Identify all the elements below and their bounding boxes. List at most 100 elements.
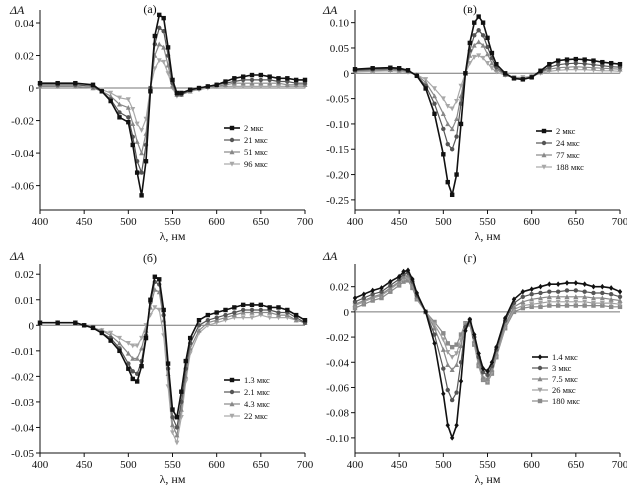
data-point bbox=[134, 379, 140, 384]
data-point bbox=[125, 350, 131, 356]
data-point bbox=[240, 302, 246, 308]
legend-entry: 2.1 мкс bbox=[244, 387, 270, 397]
x-tick-label: 400 bbox=[32, 459, 49, 471]
y-tick-label: 0.02 bbox=[15, 269, 34, 281]
data-point bbox=[170, 407, 175, 412]
y-tick-label: -0.10 bbox=[326, 119, 349, 131]
x-tick-label: 500 bbox=[435, 216, 452, 228]
data-point bbox=[37, 80, 43, 86]
data-point bbox=[370, 66, 375, 71]
y-tick-label: -0.04 bbox=[11, 422, 34, 434]
data-point bbox=[476, 14, 481, 19]
data-point bbox=[174, 415, 180, 420]
data-point bbox=[139, 345, 145, 351]
legend-marker bbox=[537, 354, 543, 360]
data-point bbox=[538, 304, 543, 310]
data-point bbox=[293, 77, 299, 83]
data-point bbox=[608, 304, 614, 310]
data-point bbox=[165, 361, 171, 366]
data-point bbox=[485, 44, 490, 50]
data-point bbox=[156, 307, 162, 313]
data-point bbox=[458, 121, 464, 127]
legend-marker bbox=[541, 128, 547, 134]
x-tick-label: 700 bbox=[612, 459, 627, 471]
y-tick-label: -0.04 bbox=[11, 148, 34, 160]
data-point bbox=[480, 55, 486, 61]
data-point bbox=[152, 33, 158, 39]
data-point bbox=[591, 290, 596, 296]
data-point bbox=[432, 101, 437, 106]
legend-marker bbox=[229, 137, 235, 143]
data-point bbox=[538, 290, 543, 296]
data-point bbox=[81, 323, 87, 328]
data-point bbox=[401, 268, 406, 275]
data-point bbox=[125, 104, 131, 110]
legend-entry: 22 мкс bbox=[244, 411, 268, 421]
data-point bbox=[240, 315, 246, 321]
data-point bbox=[148, 297, 153, 302]
legend-marker bbox=[229, 401, 235, 407]
data-point bbox=[489, 66, 495, 71]
y-tick-label: -0.02 bbox=[11, 371, 34, 383]
data-point bbox=[179, 389, 184, 394]
legend-entry: 4.3 мкс bbox=[244, 399, 270, 409]
data-point bbox=[117, 340, 122, 346]
data-point bbox=[547, 289, 552, 294]
data-point bbox=[445, 341, 450, 346]
data-point bbox=[555, 58, 561, 63]
data-point bbox=[445, 121, 451, 127]
y-tick-label: -0.15 bbox=[326, 144, 349, 156]
data-point bbox=[117, 101, 122, 107]
data-point bbox=[485, 372, 490, 378]
data-point bbox=[388, 278, 393, 285]
data-point bbox=[547, 61, 552, 67]
data-point bbox=[608, 64, 614, 69]
series-line bbox=[40, 43, 305, 154]
data-point bbox=[126, 361, 131, 366]
series-3 bbox=[352, 39, 623, 132]
legend-marker bbox=[229, 125, 235, 131]
data-point bbox=[161, 44, 167, 50]
data-point bbox=[258, 302, 264, 308]
x-axis-label: λ, нм bbox=[160, 229, 186, 243]
series-2 bbox=[352, 28, 623, 152]
data-point bbox=[502, 71, 508, 76]
series-4 bbox=[352, 53, 623, 112]
data-point bbox=[591, 295, 596, 301]
data-point bbox=[267, 315, 273, 321]
data-point bbox=[117, 348, 122, 354]
data-point bbox=[187, 335, 193, 341]
legend-entry: 24 мкс bbox=[556, 138, 580, 148]
data-point bbox=[276, 305, 281, 310]
data-point bbox=[608, 296, 614, 302]
data-point bbox=[134, 121, 140, 127]
data-point bbox=[440, 347, 446, 352]
data-point bbox=[573, 294, 579, 299]
legend-entry: 2 мкс bbox=[556, 126, 576, 136]
data-point bbox=[139, 150, 145, 156]
data-point bbox=[130, 376, 135, 382]
data-point bbox=[134, 139, 140, 144]
data-point bbox=[555, 281, 561, 287]
data-point bbox=[582, 281, 587, 287]
data-point bbox=[117, 335, 122, 341]
data-point bbox=[249, 309, 255, 315]
data-point bbox=[529, 296, 535, 302]
data-point bbox=[232, 310, 237, 315]
y-axis-label: ΔA bbox=[9, 3, 25, 17]
y-axis-label: ΔA bbox=[322, 3, 338, 17]
data-point bbox=[240, 80, 246, 86]
data-point bbox=[591, 65, 596, 70]
data-point bbox=[276, 310, 281, 315]
x-tick-label: 550 bbox=[164, 216, 181, 228]
data-point bbox=[591, 283, 596, 290]
data-point bbox=[205, 320, 211, 325]
data-point bbox=[432, 340, 437, 347]
data-point bbox=[445, 104, 451, 109]
data-point bbox=[152, 305, 158, 311]
data-point bbox=[480, 33, 486, 38]
data-point bbox=[608, 300, 614, 306]
legend-entry: 7.5 мкс bbox=[552, 374, 578, 384]
data-point bbox=[489, 60, 495, 66]
